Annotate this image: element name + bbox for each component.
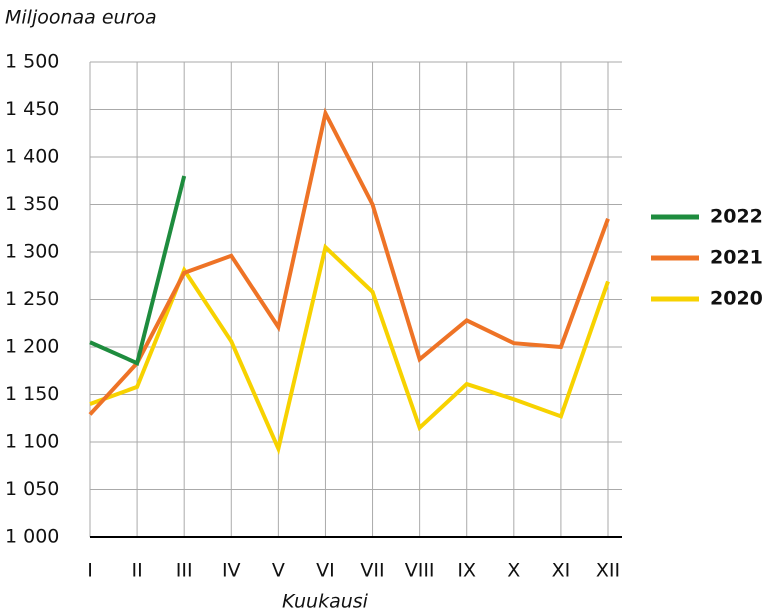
x-tick-label: XII — [596, 560, 620, 582]
y-tick-label: 1 050 — [5, 478, 59, 500]
y-tick-label: 1 300 — [5, 241, 59, 263]
x-tick-label: XI — [552, 560, 571, 582]
line-series — [88, 107, 610, 416]
y-tick-label: 1 200 — [5, 336, 59, 358]
y-tick-label: 1 500 — [5, 51, 59, 73]
line-series — [89, 243, 610, 455]
legend-label: 2022 — [710, 206, 763, 228]
x-tick-label: VIII — [405, 560, 435, 582]
y-axis-label: Miljoonaa euroa — [5, 7, 157, 29]
x-axis-label: Kuukausi — [282, 591, 369, 613]
x-tick-label: IV — [222, 560, 241, 582]
y-tick-label: 1 100 — [5, 431, 59, 453]
y-tick-label: 1 350 — [5, 193, 59, 215]
x-tick-label: VI — [316, 560, 335, 582]
y-tick-label: 1 000 — [5, 526, 59, 548]
x-tick-label: V — [272, 560, 285, 582]
legend-label: 2020 — [710, 288, 763, 310]
y-tick-label: 1 250 — [5, 288, 59, 310]
x-tick-label: VII — [360, 560, 384, 582]
legend-label: 2021 — [710, 247, 763, 269]
x-tick-label: II — [131, 560, 142, 582]
line-series — [89, 175, 187, 366]
x-tick-label: III — [176, 560, 193, 582]
y-tick-label: 1 150 — [5, 383, 59, 405]
y-tick-label: 1 450 — [5, 98, 59, 120]
y-tick-label: 1 400 — [5, 146, 59, 168]
x-tick-label: IX — [457, 560, 476, 582]
x-tick-label: I — [87, 560, 93, 582]
x-tick-label: X — [507, 560, 520, 582]
